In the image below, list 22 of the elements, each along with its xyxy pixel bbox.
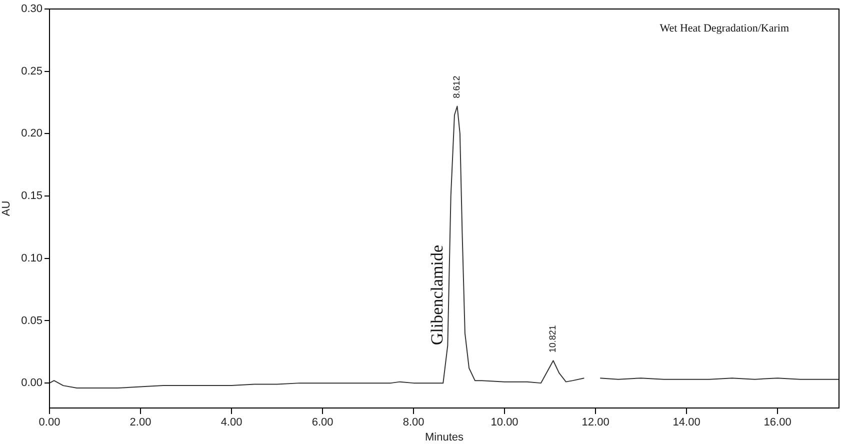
- annotation: 8.612: [452, 76, 462, 98]
- x-tick-label: 4.00: [220, 416, 242, 429]
- y-axis-title: AU: [0, 200, 13, 216]
- x-axis-title: Minutes: [424, 431, 464, 444]
- x-tick-label: 2.00: [130, 416, 152, 429]
- x-tick-label: 10.00: [490, 416, 518, 429]
- x-tick-label: 14.00: [672, 416, 700, 429]
- x-tick-label: 12.00: [582, 416, 610, 429]
- x-tick-label: 6.00: [312, 416, 334, 429]
- annotation: 10.821: [548, 325, 558, 353]
- y-tick-label: 0.25: [21, 65, 42, 78]
- y-tick-label: 0.05: [21, 314, 42, 327]
- x-tick-label: 16.00: [764, 416, 792, 429]
- y-tick-label: 0.00: [21, 377, 42, 390]
- y-tick-label: 0.20: [21, 128, 42, 140]
- x-tick-label: 8.00: [402, 416, 424, 429]
- annotation: Glibenclamide: [428, 244, 447, 346]
- annotation: Wet Heat Degradation/Karim: [660, 22, 790, 34]
- y-tick-label: 0.15: [21, 190, 42, 202]
- x-tick-label: 0.00: [38, 416, 60, 429]
- y-tick-label: 0.10: [21, 252, 42, 264]
- y-tick-label: 0.30: [21, 3, 42, 16]
